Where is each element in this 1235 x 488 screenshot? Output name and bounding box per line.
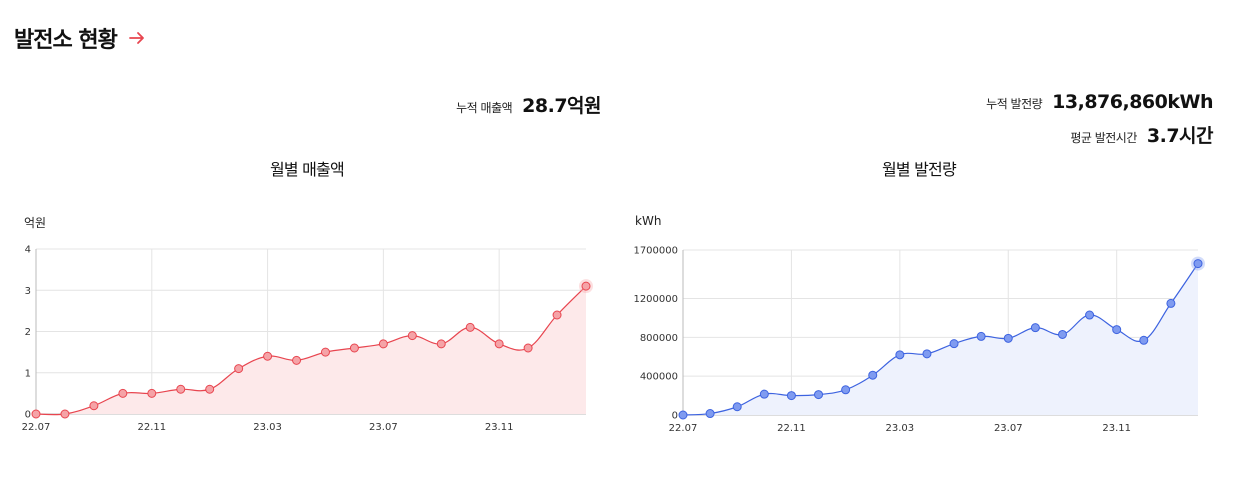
revenue-point (292, 355, 302, 365)
generation-point (922, 349, 932, 359)
revenue-x-tick-label: 22.11 (137, 422, 166, 433)
generation-point (732, 402, 742, 412)
revenue-point (234, 364, 244, 374)
revenue-point (89, 401, 99, 411)
revenue-point (436, 339, 446, 349)
revenue-x-tick-label: 23.11 (485, 422, 514, 433)
revenue-point (494, 339, 504, 349)
revenue-point (349, 343, 359, 353)
generation-y-tick-label: 1200000 (633, 294, 678, 305)
revenue-point (552, 310, 562, 320)
revenue-x-tick-label: 23.03 (253, 422, 282, 433)
generation-y-tick-label: 1700000 (633, 246, 678, 257)
generation-point (1139, 335, 1149, 345)
revenue-y-tick-label: 2 (25, 327, 31, 338)
generation-point (976, 331, 986, 341)
generation-y-tick-label: 400000 (640, 372, 678, 383)
revenue-point (581, 281, 591, 291)
generation-x-tick-label: 22.11 (777, 423, 806, 434)
section-title: 발전소 현황 (14, 22, 147, 54)
generation-stat-label: 누적 발전량 (986, 97, 1043, 111)
generation-point (895, 350, 905, 360)
generation-point (1085, 310, 1095, 320)
generation-point (1166, 298, 1176, 308)
revenue-y-unit: 억원 (24, 216, 47, 230)
generation-point (786, 391, 796, 401)
generation-point (705, 409, 715, 419)
revenue-point (320, 347, 330, 357)
revenue-stat-label: 누적 매출액 (456, 101, 513, 115)
revenue-area (36, 286, 586, 415)
revenue-point (465, 322, 475, 332)
revenue-point (263, 351, 273, 361)
generation-point (759, 389, 769, 399)
generation-x-tick-label: 22.07 (669, 423, 698, 434)
revenue-x-tick-label: 23.07 (369, 422, 398, 433)
revenue-point (523, 343, 533, 353)
hours-stat: 평균 발전시간 3.7시간 (1070, 121, 1213, 148)
generation-area (683, 263, 1198, 415)
revenue-y-tick-label: 4 (25, 245, 31, 256)
generation-point (868, 370, 878, 380)
revenue-y-tick-label: 0 (25, 410, 31, 421)
generation-chart-title: 월별 발전량 (882, 160, 957, 179)
generation-point (949, 339, 959, 349)
revenue-point (176, 384, 186, 394)
generation-y-tick-label: 800000 (640, 333, 678, 344)
revenue-point (407, 331, 417, 341)
generation-point (1057, 329, 1067, 339)
revenue-point (378, 339, 388, 349)
generation-point (678, 410, 688, 420)
revenue-y-tick-label: 3 (25, 286, 31, 297)
section-title-text: 발전소 현황 (14, 28, 118, 53)
generation-point (1030, 323, 1040, 333)
revenue-point (31, 409, 41, 419)
generation-point (1193, 259, 1203, 269)
generation-x-tick-label: 23.07 (994, 423, 1023, 434)
revenue-plot: 0 1 2 3 4 22.07 22.11 23.03 23.07 23.11 (22, 245, 593, 433)
generation-y-unit: kWh (635, 214, 662, 228)
hours-stat-value: 3.7시간 (1146, 125, 1214, 147)
generation-x-tick-label: 23.03 (886, 423, 915, 434)
hours-stat-label: 평균 발전시간 (1070, 131, 1137, 145)
generation-point (814, 390, 824, 400)
revenue-point (60, 409, 70, 419)
revenue-stat-value: 28.7억원 (522, 95, 601, 117)
revenue-stat: 누적 매출액 28.7억원 (456, 91, 601, 118)
revenue-point (118, 388, 128, 398)
revenue-x-tick-label: 22.07 (22, 422, 51, 433)
generation-x-tick-label: 23.11 (1102, 423, 1131, 434)
revenue-y-tick-label: 1 (25, 368, 31, 379)
generation-plot: 0 400000 800000 1200000 1700000 22.07 22.11 23.… (633, 246, 1205, 434)
revenue-point (205, 384, 215, 394)
generation-y-tick-label: 0 (672, 411, 678, 422)
generation-point (841, 385, 851, 395)
generation-point (1112, 325, 1122, 335)
generation-stat: 누적 발전량 13,876,860kWh (986, 91, 1213, 113)
arrow-right-icon[interactable] (127, 28, 147, 48)
generation-stat-value: 13,876,860kWh (1052, 91, 1213, 113)
generation-point (1003, 333, 1013, 343)
revenue-chart-title: 월별 매출액 (270, 160, 345, 179)
revenue-point (147, 388, 157, 398)
